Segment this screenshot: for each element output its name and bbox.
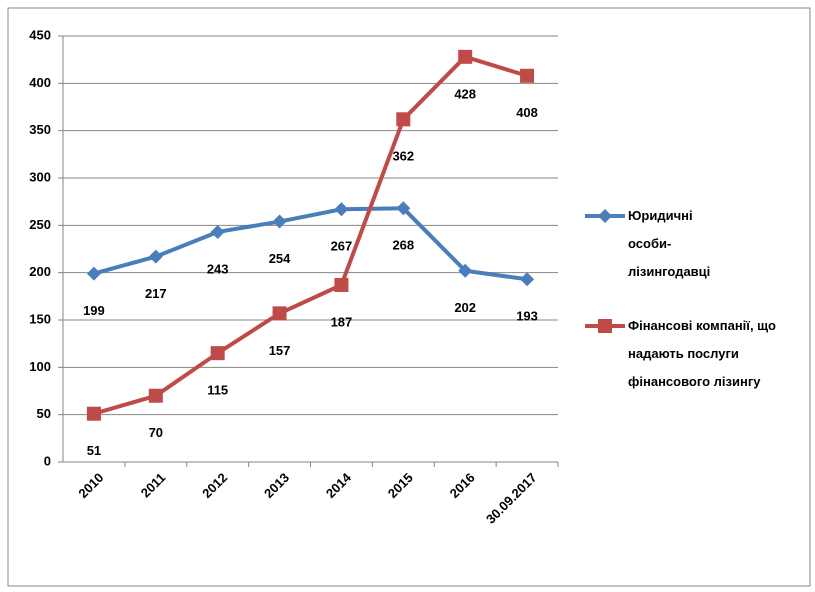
x-tick-label: 2013 xyxy=(261,470,292,501)
data-label: 268 xyxy=(392,238,414,253)
point xyxy=(520,272,535,287)
point xyxy=(210,224,225,239)
legend-label: Фінансові компанії, що надають послуги ф… xyxy=(628,318,776,389)
series-line xyxy=(93,54,528,416)
data-label: 254 xyxy=(269,251,291,266)
data-label: 115 xyxy=(207,383,228,398)
x-tick-label: 2012 xyxy=(199,470,230,501)
point xyxy=(598,319,612,333)
point xyxy=(458,49,473,64)
data-label: 51 xyxy=(87,443,101,458)
x-tick-label: 2011 xyxy=(138,470,169,501)
point xyxy=(272,214,287,229)
x-tick-label: 2014 xyxy=(323,469,355,501)
point xyxy=(458,263,473,278)
point xyxy=(520,68,535,83)
data-label: 157 xyxy=(269,343,291,358)
y-tick-label: 150 xyxy=(29,311,51,326)
series-line xyxy=(93,206,528,282)
data-label: 428 xyxy=(454,86,476,101)
point xyxy=(272,306,287,321)
y-tick-label: 0 xyxy=(44,453,51,468)
data-label: 199 xyxy=(83,303,105,318)
y-tick-label: 450 xyxy=(29,27,51,42)
point xyxy=(148,388,163,403)
y-tick-label: 250 xyxy=(29,217,51,232)
y-tick-label: 300 xyxy=(29,169,51,184)
point xyxy=(148,249,163,264)
point xyxy=(396,201,411,216)
data-label: 187 xyxy=(331,314,353,329)
x-tick-label: 2010 xyxy=(75,470,106,501)
data-label: 202 xyxy=(454,300,476,315)
point xyxy=(396,112,411,127)
x-tick-label: 2016 xyxy=(447,470,478,501)
y-tick-label: 100 xyxy=(29,359,51,374)
y-tick-label: 200 xyxy=(29,264,51,279)
point xyxy=(86,266,101,281)
y-tick-label: 400 xyxy=(29,75,51,90)
data-label: 362 xyxy=(392,149,414,164)
point xyxy=(334,202,349,217)
x-tick-label: 2015 xyxy=(385,470,416,501)
legend-label: Юридичні особи-лізингодавці xyxy=(628,208,711,279)
data-label: 70 xyxy=(149,425,163,440)
x-tick-label: 30.09.2017 xyxy=(483,470,540,527)
point xyxy=(86,406,101,421)
data-label: 243 xyxy=(207,261,229,276)
point xyxy=(598,209,612,223)
y-tick-label: 350 xyxy=(29,122,51,137)
point xyxy=(210,346,225,361)
point xyxy=(334,277,349,292)
chart-border xyxy=(7,7,811,587)
y-tick-label: 50 xyxy=(37,406,51,421)
data-label: 217 xyxy=(145,286,167,301)
data-label: 408 xyxy=(516,105,538,120)
data-label: 267 xyxy=(331,239,353,254)
data-label: 193 xyxy=(516,309,538,324)
